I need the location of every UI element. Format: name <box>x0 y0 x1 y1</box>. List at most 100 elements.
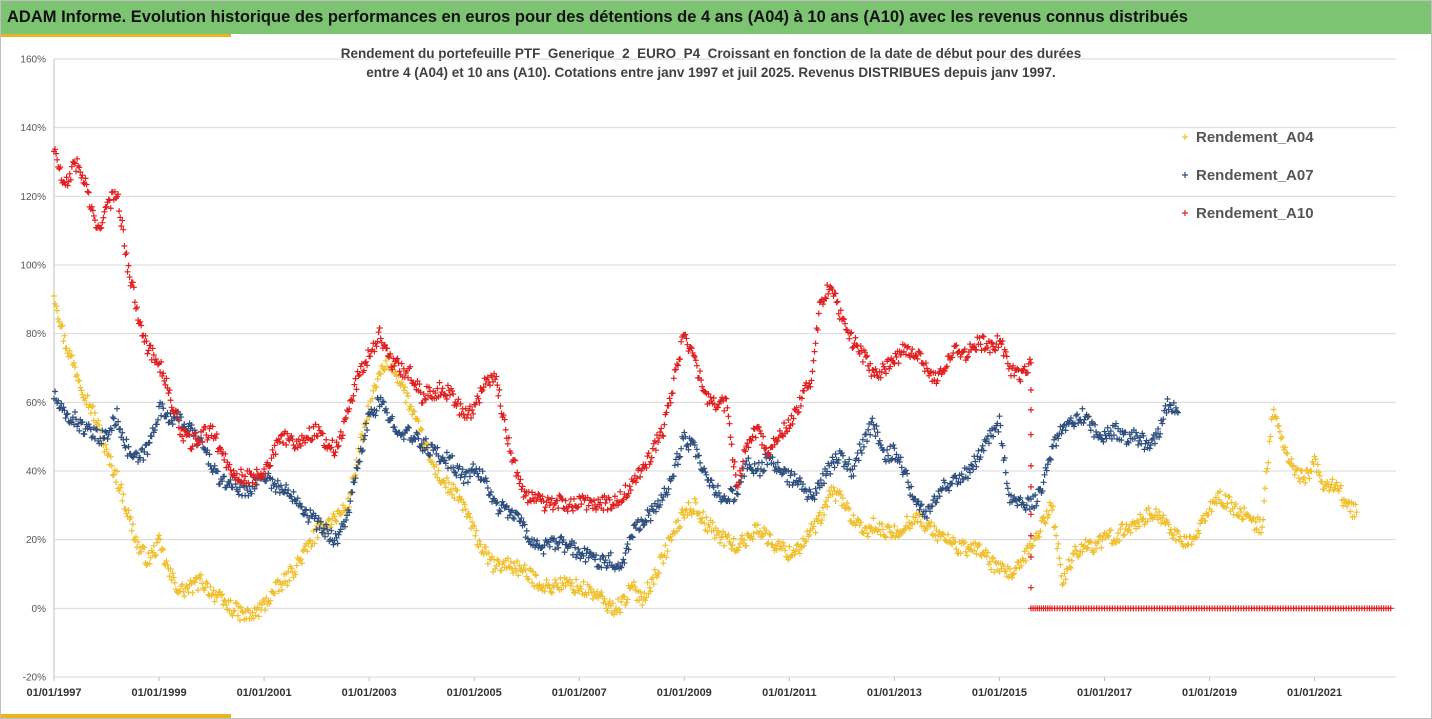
data-point <box>392 369 399 376</box>
data-point <box>1139 516 1146 523</box>
data-point <box>678 338 685 345</box>
data-point <box>538 545 545 552</box>
data-point <box>244 487 251 494</box>
data-point <box>701 520 708 527</box>
data-point <box>694 510 701 517</box>
data-point <box>89 207 96 214</box>
data-point <box>1172 404 1179 411</box>
data-point <box>833 299 840 306</box>
data-point <box>1045 511 1052 518</box>
data-point <box>349 397 356 404</box>
chart-title-line-2: entre 4 (A04) et 10 ans (A10). Cotations… <box>366 65 1056 80</box>
data-point <box>926 372 933 379</box>
data-point <box>1004 485 1011 492</box>
data-point <box>1263 468 1270 475</box>
data-point <box>933 380 940 387</box>
data-point <box>1044 514 1051 521</box>
data-point <box>1083 545 1090 552</box>
data-point <box>965 545 972 552</box>
data-point <box>1055 435 1062 442</box>
data-point <box>816 509 823 516</box>
data-point <box>677 453 684 460</box>
data-point <box>923 514 930 521</box>
data-point <box>1066 564 1073 571</box>
data-point <box>346 405 353 412</box>
data-point <box>1170 399 1177 406</box>
data-point <box>389 413 396 420</box>
data-point <box>377 394 384 401</box>
data-point <box>443 449 450 456</box>
data-point <box>76 377 83 384</box>
x-tick-label: 01/01/2005 <box>447 687 502 699</box>
data-point <box>1240 516 1247 523</box>
data-point <box>568 580 575 587</box>
data-point <box>1027 553 1034 560</box>
data-point <box>903 513 910 520</box>
data-point <box>780 539 787 546</box>
data-point <box>204 580 211 587</box>
data-point <box>394 355 401 362</box>
data-point <box>380 399 387 406</box>
data-point <box>676 454 683 461</box>
data-point <box>711 534 718 541</box>
data-point <box>1259 524 1266 531</box>
data-point <box>150 542 157 549</box>
data-point <box>644 453 651 460</box>
data-point <box>268 455 275 462</box>
data-point <box>670 473 677 480</box>
data-point <box>595 563 602 570</box>
data-point <box>469 406 476 413</box>
data-point <box>749 535 756 542</box>
data-point <box>1267 433 1274 440</box>
data-point <box>1011 493 1018 500</box>
data-point <box>625 546 632 553</box>
data-point <box>1344 503 1351 510</box>
data-point <box>1005 365 1012 372</box>
data-point <box>655 497 662 504</box>
data-point <box>80 179 87 186</box>
data-point <box>583 506 590 513</box>
data-point <box>348 396 355 403</box>
data-point <box>211 462 218 469</box>
data-point <box>466 473 473 480</box>
data-point <box>181 593 188 600</box>
data-point <box>54 307 61 314</box>
data-point <box>449 491 456 498</box>
data-point <box>1133 429 1139 436</box>
data-point <box>1108 435 1115 442</box>
data-point <box>118 481 125 488</box>
data-point <box>418 426 425 433</box>
data-point <box>1252 518 1259 525</box>
data-point <box>532 571 539 578</box>
data-point <box>898 464 905 471</box>
data-point <box>1335 488 1342 495</box>
data-point <box>789 420 796 427</box>
data-point <box>829 286 836 293</box>
data-point <box>474 470 481 477</box>
data-point <box>534 537 541 544</box>
data-point <box>690 508 697 515</box>
data-point <box>992 558 999 565</box>
data-point <box>107 453 114 460</box>
data-point <box>602 557 609 564</box>
data-point <box>551 535 558 542</box>
data-point <box>189 589 196 596</box>
data-point <box>637 588 644 595</box>
data-point <box>333 534 340 541</box>
data-point <box>970 466 977 473</box>
data-point <box>745 444 752 451</box>
y-tick-label: 100% <box>20 261 46 272</box>
data-point <box>1164 395 1171 402</box>
data-point <box>796 550 803 557</box>
data-point <box>353 386 360 393</box>
data-point <box>358 360 365 367</box>
data-point <box>1279 433 1286 440</box>
data-point <box>119 217 126 224</box>
data-point <box>606 559 613 566</box>
data-point <box>291 445 298 452</box>
data-point <box>428 393 435 400</box>
data-point <box>99 219 106 226</box>
data-point <box>417 389 424 396</box>
data-point <box>592 592 599 599</box>
data-point <box>928 519 935 526</box>
